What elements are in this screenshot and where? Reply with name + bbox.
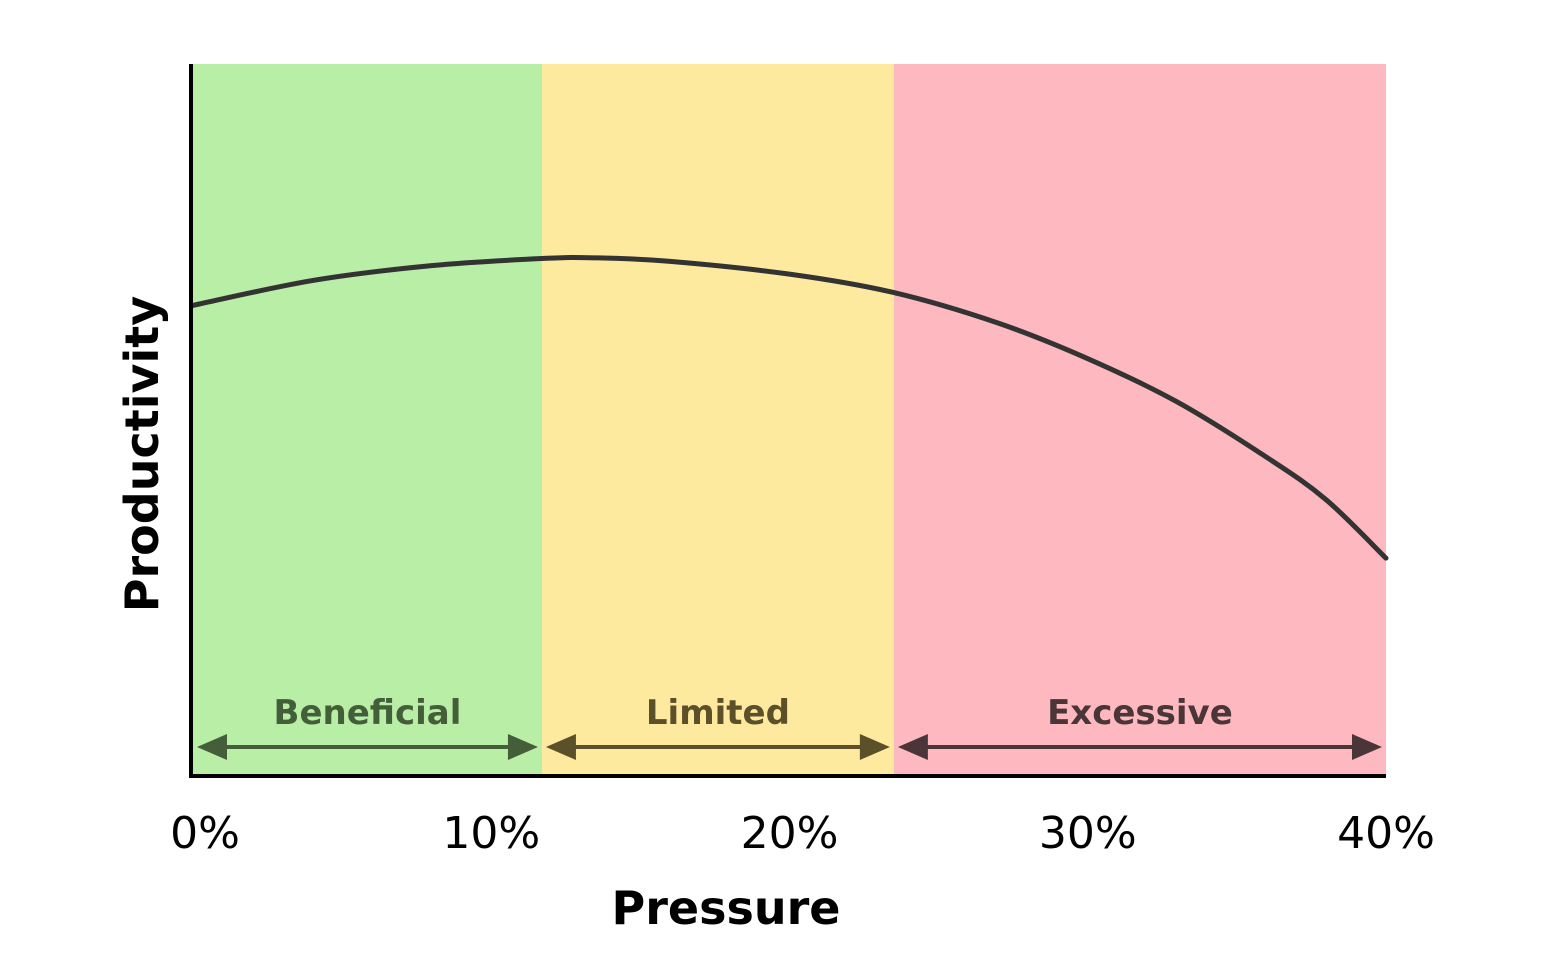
zone-label-beneficial: Beneficial [274, 693, 462, 733]
x-tick-label: 10% [442, 808, 540, 859]
ticks-layer: 0% 10% 20% 30% 40% [170, 808, 1435, 859]
zones-layer: Beneficial Limited Excessive [193, 64, 1386, 774]
axes-layer [189, 64, 1386, 778]
zone-band-excessive [893, 64, 1386, 774]
zone-arrow-left-head-beneficial [197, 734, 227, 760]
x-tick-label: 30% [1039, 808, 1137, 859]
zone-arrow-right-head-excessive [1352, 734, 1382, 760]
x-tick-label: 40% [1337, 808, 1435, 859]
zone-arrow-right-head-beneficial [507, 734, 538, 760]
zone-arrow-left-head-excessive [897, 734, 928, 760]
curve-layer [190, 255, 1389, 561]
zone-label-excessive: Excessive [1047, 693, 1233, 733]
productivity-curve [190, 255, 1389, 561]
x-axis-title: Pressure [612, 881, 841, 935]
x-tick-label: 0% [170, 808, 240, 859]
zone-arrow-right-head-limited [859, 734, 890, 760]
zone-arrow-left-head-limited [545, 734, 576, 760]
x-tick-label: 20% [741, 808, 839, 859]
zone-label-limited: Limited [646, 693, 790, 733]
zone-band-limited [541, 64, 894, 774]
y-axis-title: Productivity [115, 296, 169, 612]
zone-band-beneficial [193, 64, 542, 774]
